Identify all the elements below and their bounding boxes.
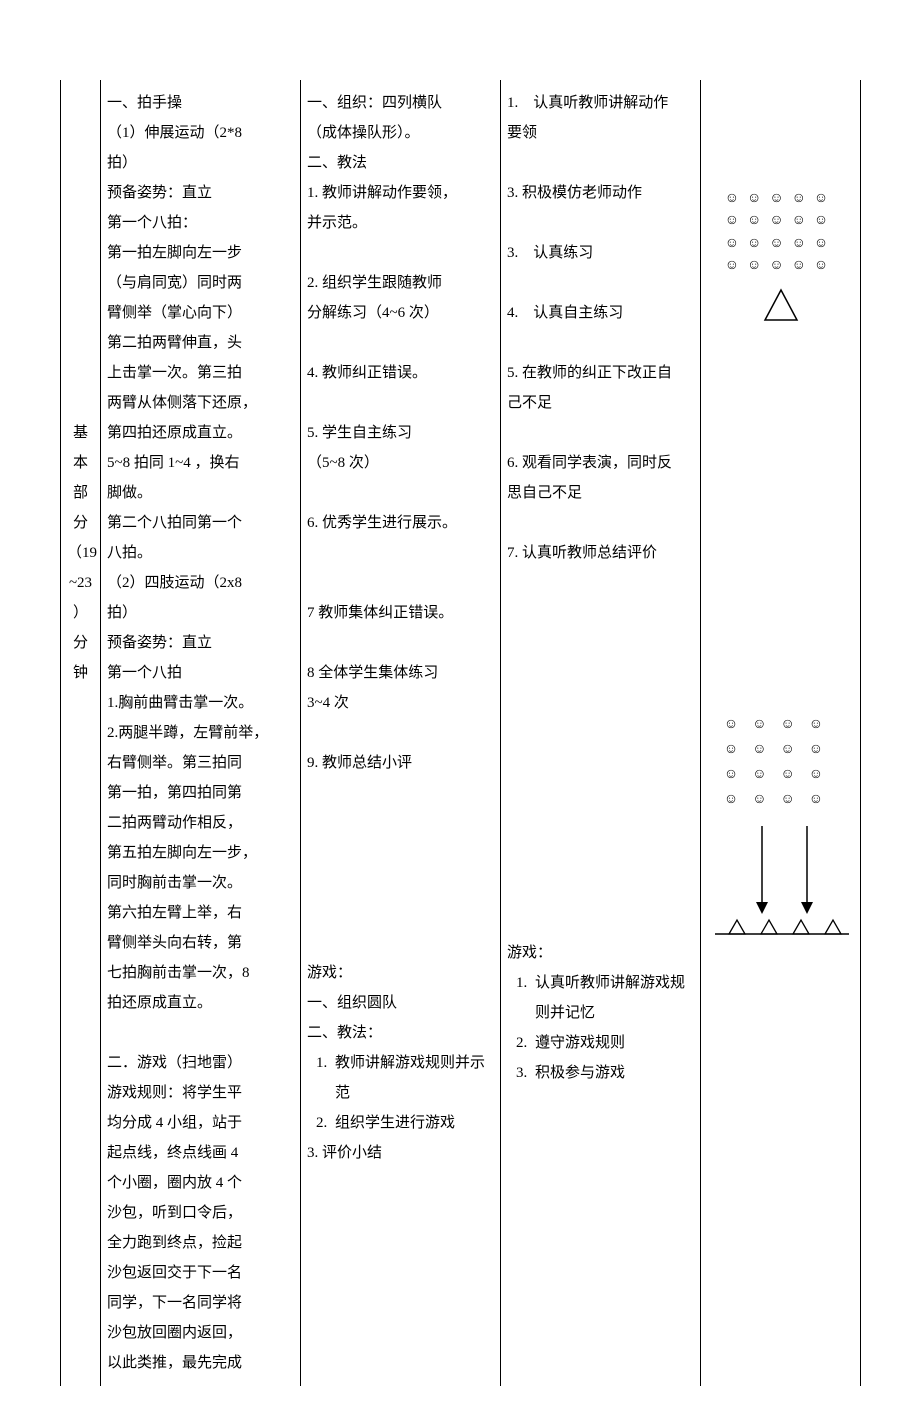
method-column: 一、组织：四列横队 （成体操队形）。 二、教法 1. 教师讲解动作要领， 并示范… — [301, 80, 501, 1386]
content-column: 一、拍手操 （1）伸展运动（2*8 拍） 预备姿势：直立 第一个八拍： 第一拍左… — [101, 80, 301, 1386]
list-item: 教师讲解游戏规则并示范 — [331, 1048, 494, 1108]
list-item: 积极参与游戏 — [531, 1058, 694, 1088]
teaching-game-steps: 教师讲解游戏规则并示范 组织学生进行游戏 — [307, 1048, 494, 1138]
student-game-steps: 认真听教师讲解游戏规则并记忆 遵守游戏规则 积极参与游戏 — [507, 968, 694, 1088]
list-item: 遵守游戏规则 — [531, 1028, 694, 1058]
section-label-cell: 基 本 部 分 （19 ~23 ） 分 钟 — [61, 80, 101, 1386]
game-lane-diagram — [707, 816, 857, 956]
lesson-plan-table: 基 本 部 分 （19 ~23 ） 分 钟 一、拍手操 （1）伸展运动（2*8 … — [60, 80, 861, 1386]
formation-grid-5x4: ☺☺☺☺☺ ☺☺☺☺☺ ☺☺☺☺☺ ☺☺☺☺☺ — [707, 188, 854, 278]
teacher-triangle-icon — [761, 288, 801, 322]
list-item: 组织学生进行游戏 — [331, 1108, 494, 1138]
list-item: 认真听教师讲解游戏规则并记忆 — [531, 968, 694, 1028]
section-label: 基 本 部 分 （19 ~23 ） 分 钟 — [67, 418, 94, 688]
student-column: 1. 认真听教师讲解动作 要领 3. 积极模仿老师动作 3. 认真练习 4. 认… — [501, 80, 701, 1386]
formation-column: ☺☺☺☺☺ ☺☺☺☺☺ ☺☺☺☺☺ ☺☺☺☺☺ ☺☺☺☺ ☺☺☺☺ ☺☺☺☺ ☺… — [701, 80, 861, 1386]
formation-grid-4x4: ☺☺☺☺ ☺☺☺☺ ☺☺☺☺ ☺☺☺☺ — [707, 712, 854, 813]
